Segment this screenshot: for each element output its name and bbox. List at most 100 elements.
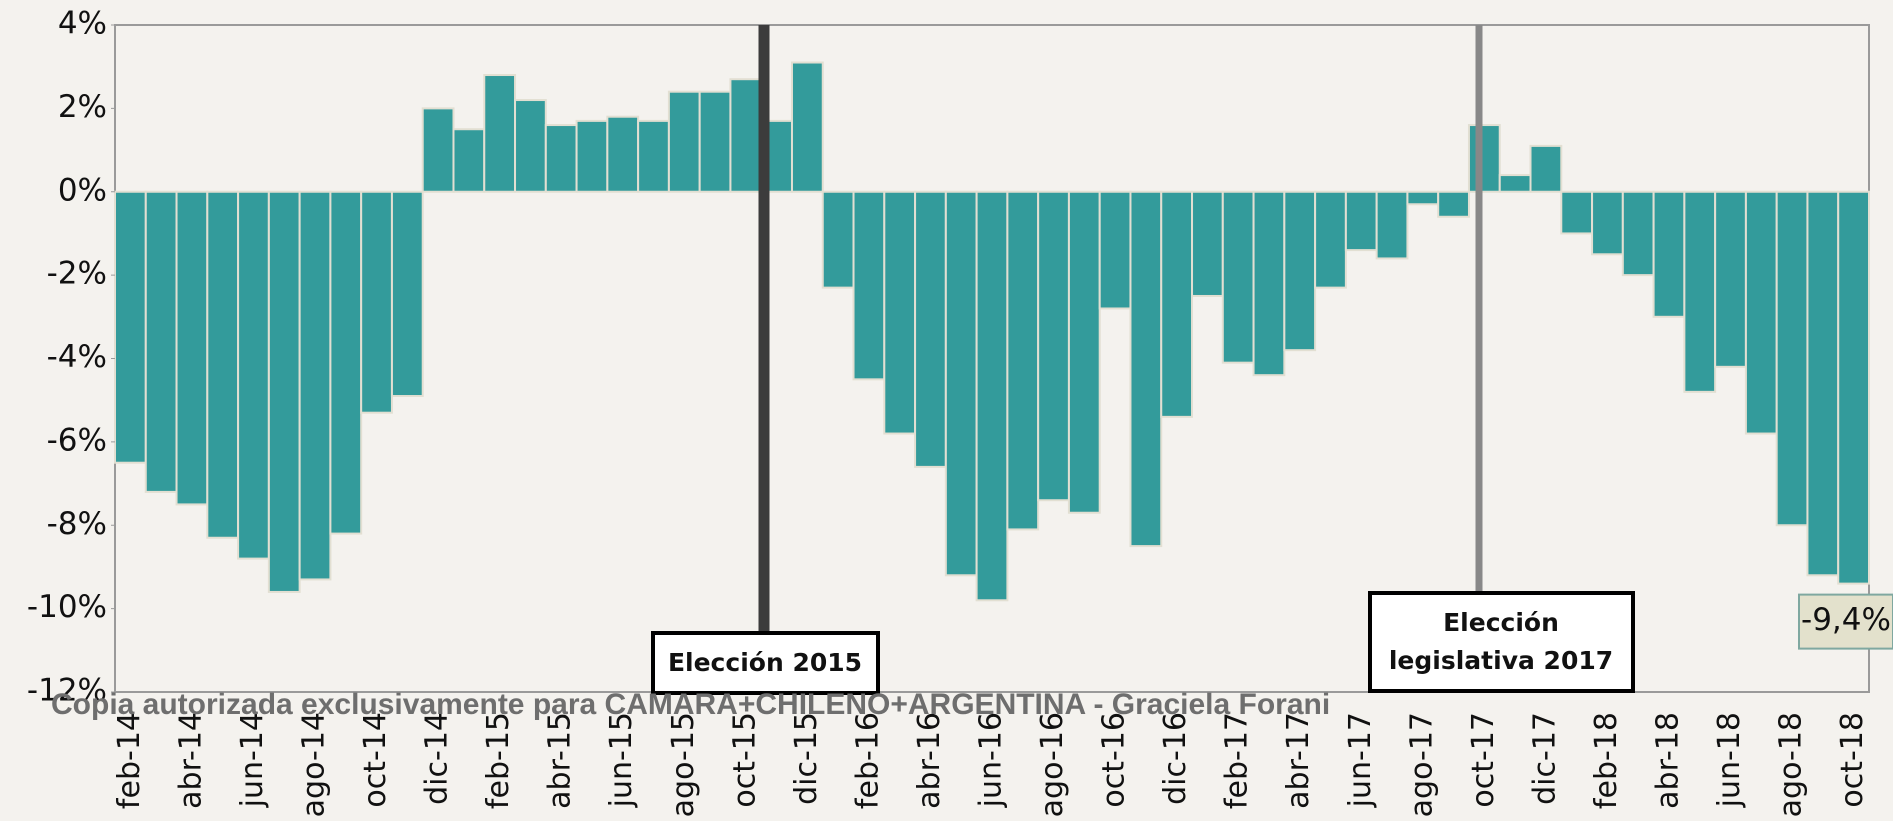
- x-tick-label: feb-18: [1589, 712, 1624, 809]
- bar: [1529, 144, 1563, 193]
- bar: [1406, 190, 1440, 206]
- bar: [1621, 190, 1655, 277]
- x-tick-label: jun-15: [604, 712, 639, 808]
- bar: [206, 190, 240, 539]
- annotation-box: [1368, 591, 1635, 693]
- x-tick-label: dic-14: [420, 712, 455, 805]
- bar: [1283, 190, 1317, 352]
- x-tick-label: ago-18: [1774, 712, 1809, 817]
- x-tick-label: jun-17: [1343, 712, 1378, 808]
- y-tick-label: 2%: [58, 89, 107, 125]
- x-tick-label: dic-15: [789, 712, 824, 805]
- bar: [1344, 190, 1378, 252]
- bar: [1775, 190, 1809, 527]
- x-tick-label: abr-14: [173, 712, 208, 809]
- x-tick-label: oct-16: [1097, 712, 1132, 808]
- annotation-box: [651, 631, 880, 695]
- x-tick-label: ago-17: [1404, 712, 1439, 817]
- bar: [883, 190, 917, 435]
- bar: [1714, 190, 1747, 368]
- x-tick-label: abr-15: [543, 712, 578, 809]
- bar: [821, 190, 855, 289]
- bar: [452, 128, 486, 193]
- y-tick-label: -8%: [47, 506, 107, 542]
- bar: [1744, 190, 1778, 435]
- y-tick-label: -10%: [27, 589, 107, 625]
- y-tick-label: -6%: [47, 422, 107, 458]
- bar: [1067, 190, 1101, 514]
- bar: [1467, 124, 1501, 193]
- x-tick-label: abr-18: [1650, 712, 1685, 809]
- bar: [1683, 190, 1717, 393]
- bar: [421, 107, 455, 193]
- bar: [1037, 190, 1070, 502]
- x-tick-label: feb-15: [481, 712, 516, 809]
- x-tick-label: ago-16: [1035, 712, 1070, 817]
- bar: [114, 190, 147, 464]
- x-tick-label: abr-17: [1281, 712, 1316, 809]
- bar: [1498, 174, 1532, 193]
- x-tick-label: oct-17: [1466, 712, 1501, 808]
- bar: [1375, 190, 1409, 260]
- y-tick-label: -12%: [27, 673, 107, 709]
- bar: [329, 190, 363, 535]
- annotation: Elección: [1443, 608, 1559, 637]
- x-tick-label: feb-17: [1220, 712, 1255, 809]
- bar: [575, 119, 609, 193]
- bar: [1591, 190, 1624, 256]
- bar: [667, 90, 701, 193]
- bar: [360, 190, 393, 414]
- x-tick-label: oct-15: [727, 712, 762, 808]
- bar: [944, 190, 978, 577]
- bar: [698, 90, 732, 193]
- bar: [729, 78, 763, 193]
- x-tick-label: feb-16: [850, 712, 885, 809]
- x-tick-label: ago-14: [297, 712, 332, 817]
- bar: [1437, 190, 1470, 218]
- bar: [390, 190, 424, 398]
- y-tick-label: 0%: [58, 172, 107, 208]
- x-tick-label: dic-17: [1527, 712, 1562, 805]
- x-tick-label: oct-18: [1835, 712, 1870, 808]
- bar: [1652, 190, 1686, 318]
- y-tick-label: 4%: [58, 6, 107, 42]
- bar: [1129, 190, 1163, 548]
- bar: [483, 74, 517, 193]
- bar: [1837, 190, 1870, 585]
- bar: [1098, 190, 1132, 310]
- bar: [514, 99, 547, 193]
- bar: [1221, 190, 1255, 364]
- bar: [1191, 190, 1224, 297]
- x-labels: feb-14 abr-14 jun-14 ago-14 oct-14 dic-14 feb-…: [112, 712, 1870, 817]
- x-tick-label: feb-14: [112, 712, 147, 809]
- bar: [237, 190, 270, 560]
- bar: [1006, 190, 1040, 531]
- y-tick-label: -4%: [47, 339, 107, 375]
- bar: [1560, 190, 1594, 235]
- bar: [298, 190, 332, 581]
- bar: [852, 190, 886, 381]
- annotation: legislativa 2017: [1389, 646, 1613, 675]
- bar: [606, 115, 640, 193]
- x-tick-label: jun-16: [974, 712, 1009, 808]
- bar: [175, 190, 209, 506]
- bars: [114, 61, 1870, 602]
- bar: [1314, 190, 1347, 289]
- watermark: Copia autorizada exclusivamente para CAM…: [51, 688, 1330, 721]
- bar: [1160, 190, 1194, 418]
- bar: [637, 119, 670, 193]
- value-label: -9,4%: [1801, 602, 1891, 638]
- x-tick-label: ago-15: [666, 712, 701, 817]
- bar: [790, 61, 824, 193]
- x-tick-label: abr-16: [912, 712, 947, 809]
- bar: [267, 190, 301, 593]
- x-tick-label: oct-14: [358, 712, 393, 808]
- x-tick-label: jun-18: [1712, 712, 1747, 808]
- x-tick-label: jun-14: [235, 712, 270, 808]
- bar: [144, 190, 178, 493]
- value-label-box: [1798, 593, 1893, 650]
- bar: [914, 190, 947, 468]
- bar: [544, 124, 578, 193]
- bar: [975, 190, 1009, 602]
